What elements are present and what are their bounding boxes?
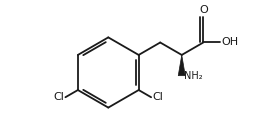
Text: NH₂: NH₂ — [184, 71, 203, 81]
Text: Cl: Cl — [152, 92, 163, 102]
Text: OH: OH — [221, 38, 238, 48]
Polygon shape — [178, 55, 185, 76]
Text: O: O — [199, 5, 208, 15]
Text: Cl: Cl — [54, 92, 65, 102]
